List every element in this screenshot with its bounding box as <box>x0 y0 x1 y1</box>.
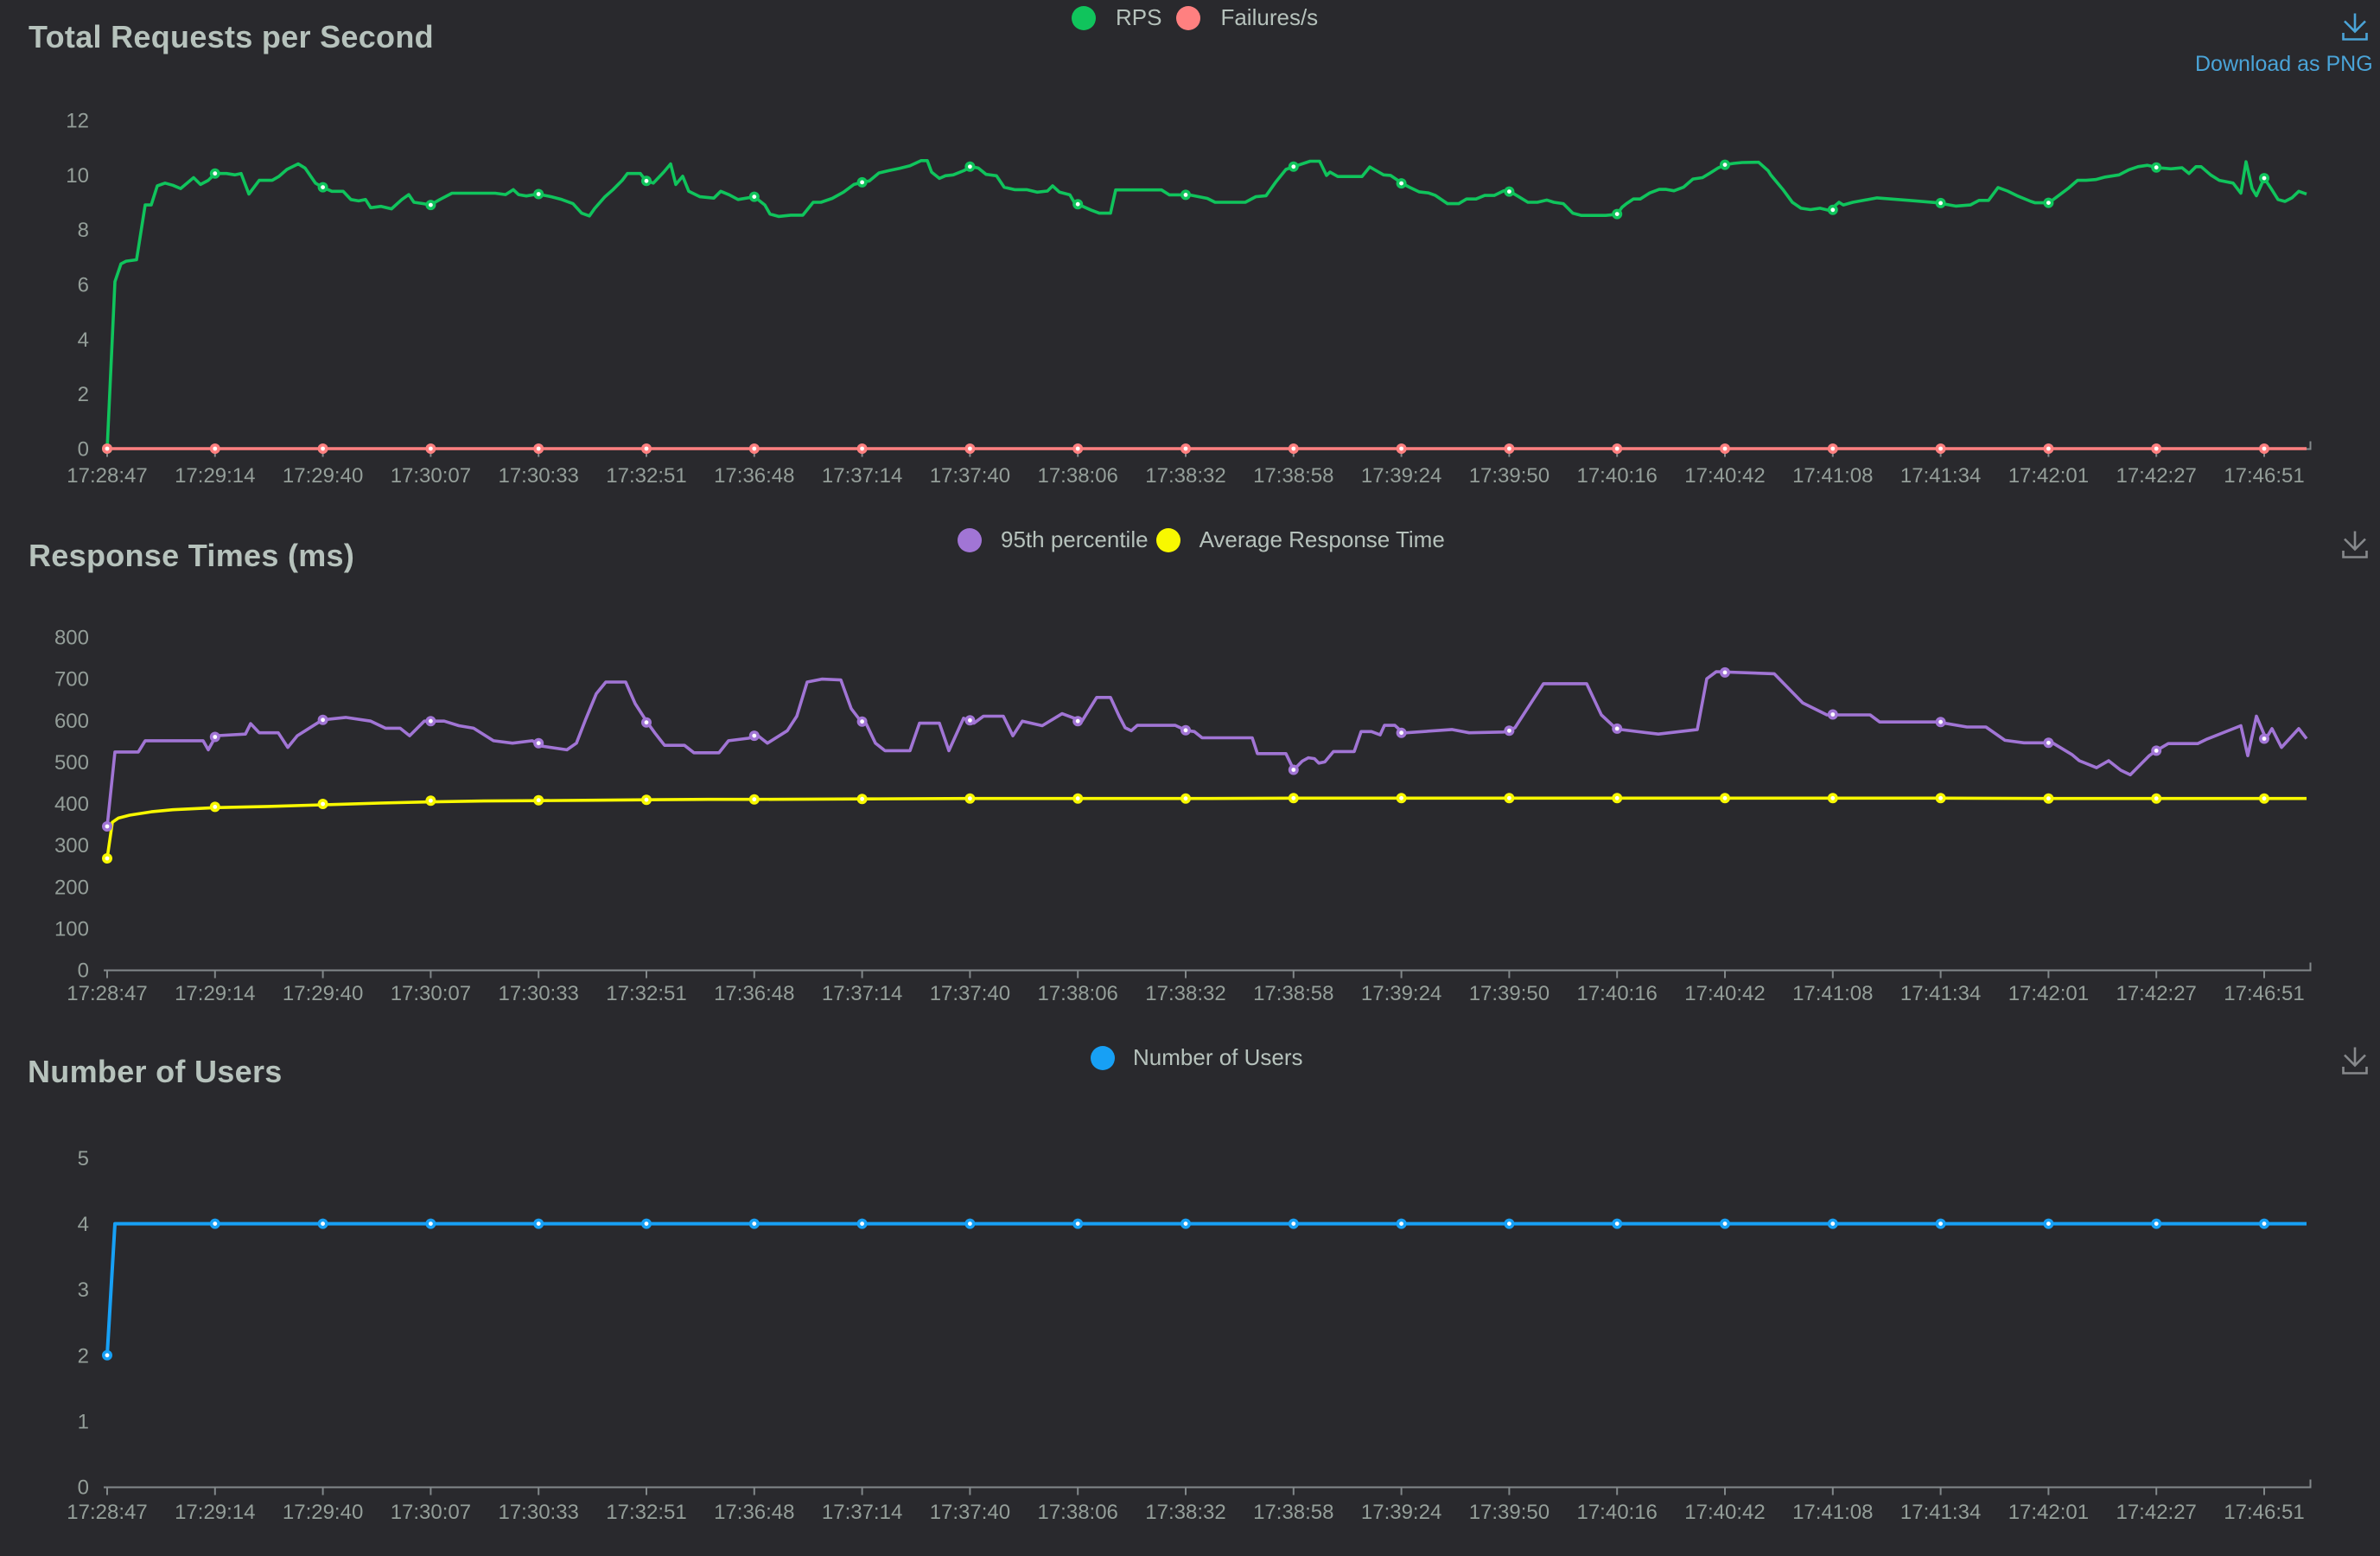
svg-text:500: 500 <box>54 751 89 775</box>
svg-text:17:38:06: 17:38:06 <box>1037 464 1117 488</box>
svg-text:17:42:27: 17:42:27 <box>2116 1501 2196 1524</box>
svg-text:17:40:42: 17:40:42 <box>1684 464 1765 488</box>
svg-text:17:36:48: 17:36:48 <box>714 1501 794 1524</box>
svg-text:17:37:14: 17:37:14 <box>822 464 902 488</box>
svg-text:17:36:48: 17:36:48 <box>714 464 794 488</box>
svg-text:17:39:50: 17:39:50 <box>1469 1501 1550 1524</box>
svg-text:17:41:08: 17:41:08 <box>1792 464 1873 488</box>
svg-text:17:42:01: 17:42:01 <box>2008 464 2089 488</box>
svg-text:17:29:14: 17:29:14 <box>175 1501 255 1524</box>
svg-text:17:28:47: 17:28:47 <box>67 1501 147 1524</box>
svg-text:17:46:51: 17:46:51 <box>2224 1501 2304 1524</box>
svg-text:17:37:14: 17:37:14 <box>822 1501 902 1524</box>
svg-text:17:37:40: 17:37:40 <box>930 982 1010 1005</box>
svg-text:2: 2 <box>78 383 89 406</box>
svg-text:17:29:40: 17:29:40 <box>283 464 363 488</box>
svg-text:17:41:34: 17:41:34 <box>1900 982 1981 1005</box>
svg-text:17:41:34: 17:41:34 <box>1900 1501 1981 1524</box>
svg-text:17:37:40: 17:37:40 <box>930 464 1010 488</box>
svg-text:0: 0 <box>78 1476 89 1500</box>
svg-text:17:42:27: 17:42:27 <box>2116 464 2196 488</box>
svg-text:17:29:14: 17:29:14 <box>175 464 255 488</box>
svg-text:300: 300 <box>54 834 89 858</box>
svg-text:17:40:42: 17:40:42 <box>1684 1501 1765 1524</box>
svg-text:4: 4 <box>78 328 89 352</box>
svg-text:2: 2 <box>78 1344 89 1368</box>
svg-text:17:28:47: 17:28:47 <box>67 982 147 1005</box>
svg-text:17:40:16: 17:40:16 <box>1576 1501 1657 1524</box>
svg-text:1: 1 <box>78 1410 89 1433</box>
svg-text:17:46:51: 17:46:51 <box>2224 464 2304 488</box>
svg-text:17:38:32: 17:38:32 <box>1145 982 1225 1005</box>
svg-text:800: 800 <box>54 627 89 650</box>
svg-text:17:46:51: 17:46:51 <box>2224 982 2304 1005</box>
svg-text:200: 200 <box>54 876 89 899</box>
svg-text:17:30:07: 17:30:07 <box>391 464 471 488</box>
svg-text:0: 0 <box>78 438 89 462</box>
svg-text:17:30:33: 17:30:33 <box>498 464 578 488</box>
svg-text:17:42:01: 17:42:01 <box>2008 1501 2089 1524</box>
svg-text:17:29:40: 17:29:40 <box>283 982 363 1005</box>
svg-text:17:30:33: 17:30:33 <box>498 982 578 1005</box>
svg-text:17:39:24: 17:39:24 <box>1361 464 1441 488</box>
svg-text:4: 4 <box>78 1213 89 1236</box>
svg-text:700: 700 <box>54 668 89 692</box>
svg-text:8: 8 <box>78 219 89 242</box>
svg-text:17:37:14: 17:37:14 <box>822 982 902 1005</box>
svg-text:17:36:48: 17:36:48 <box>714 982 794 1005</box>
svg-text:17:30:33: 17:30:33 <box>498 1501 578 1524</box>
svg-text:12: 12 <box>66 110 89 133</box>
svg-text:17:41:08: 17:41:08 <box>1792 1501 1873 1524</box>
svg-text:17:29:40: 17:29:40 <box>283 1501 363 1524</box>
svg-text:17:38:32: 17:38:32 <box>1145 464 1225 488</box>
svg-text:17:38:32: 17:38:32 <box>1145 1501 1225 1524</box>
svg-text:10: 10 <box>66 164 89 188</box>
svg-text:17:40:16: 17:40:16 <box>1576 982 1657 1005</box>
svg-text:17:29:14: 17:29:14 <box>175 982 255 1005</box>
svg-text:17:32:51: 17:32:51 <box>606 982 686 1005</box>
svg-text:17:39:24: 17:39:24 <box>1361 982 1441 1005</box>
svg-text:17:39:50: 17:39:50 <box>1469 982 1550 1005</box>
svg-text:17:32:51: 17:32:51 <box>606 464 686 488</box>
svg-text:400: 400 <box>54 793 89 816</box>
svg-text:17:40:42: 17:40:42 <box>1684 982 1765 1005</box>
svg-text:17:32:51: 17:32:51 <box>606 1501 686 1524</box>
svg-text:17:38:06: 17:38:06 <box>1037 982 1117 1005</box>
svg-text:17:30:07: 17:30:07 <box>391 982 471 1005</box>
svg-text:17:38:58: 17:38:58 <box>1253 982 1333 1005</box>
svg-text:17:41:34: 17:41:34 <box>1900 464 1981 488</box>
svg-text:17:40:16: 17:40:16 <box>1576 464 1657 488</box>
svg-text:17:37:40: 17:37:40 <box>930 1501 1010 1524</box>
svg-text:5: 5 <box>78 1147 89 1170</box>
svg-text:17:38:58: 17:38:58 <box>1253 1501 1333 1524</box>
svg-text:17:39:50: 17:39:50 <box>1469 464 1550 488</box>
svg-text:600: 600 <box>54 710 89 733</box>
svg-text:17:30:07: 17:30:07 <box>391 1501 471 1524</box>
svg-text:17:41:08: 17:41:08 <box>1792 982 1873 1005</box>
svg-text:17:39:24: 17:39:24 <box>1361 1501 1441 1524</box>
svg-text:0: 0 <box>78 960 89 983</box>
svg-text:17:38:06: 17:38:06 <box>1037 1501 1117 1524</box>
svg-text:17:38:58: 17:38:58 <box>1253 464 1333 488</box>
svg-text:100: 100 <box>54 917 89 941</box>
svg-text:17:42:01: 17:42:01 <box>2008 982 2089 1005</box>
svg-text:6: 6 <box>78 274 89 297</box>
svg-text:3: 3 <box>78 1279 89 1302</box>
svg-text:17:28:47: 17:28:47 <box>67 464 147 488</box>
svg-text:17:42:27: 17:42:27 <box>2116 982 2196 1005</box>
